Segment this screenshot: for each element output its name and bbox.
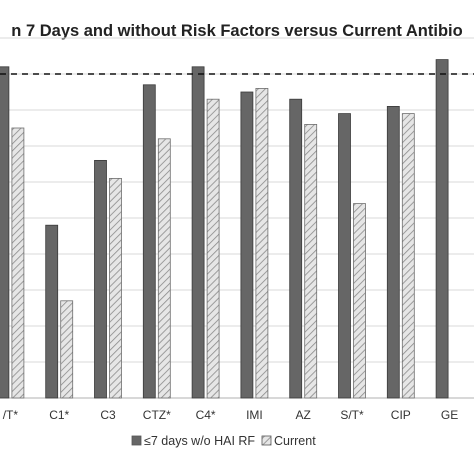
bar-series1-9 [435,59,449,399]
legend-label-2: Current [274,434,316,448]
legend-swatch-2 [261,435,272,446]
x-tick-label: GE [441,408,458,422]
x-tick-label: /T* [3,408,19,422]
bar-series2-0 [11,127,25,399]
bars [0,59,449,399]
x-tick-labels: /T* C1* C3 CTZ* C4* IMI AZ S/T* CIP GE [3,408,459,422]
chart-title: n 7 Days and without Risk Factors versus… [11,22,462,40]
bar-series2-8 [401,113,415,399]
bar-series1-7 [338,113,351,399]
bar-series2-3 [157,138,171,399]
bar-series2-6 [304,124,318,399]
bar-series2-7 [353,203,366,399]
bar-series2-2 [109,177,122,399]
legend-label-1: ≤7 days w/o HAI RF [144,434,255,448]
bar-series1-6 [289,98,303,399]
x-tick-label: IMI [246,408,263,422]
bar-series1-8 [386,106,400,399]
legend: ≤7 days w/o HAI RF Current [131,434,316,448]
legend-swatch-1 [131,435,142,446]
bar-series1-4 [191,66,205,399]
bar-series1-5 [240,91,254,399]
x-tick-label: CIP [391,408,411,422]
bar-series1-1 [45,224,59,399]
x-tick-label: C4* [196,408,216,422]
gridlines [0,37,474,399]
x-tick-label: C3 [100,408,116,422]
bar-series2-1 [60,300,74,399]
x-tick-label: AZ [296,408,311,422]
x-tick-label: S/T* [340,408,364,422]
bar-series1-3 [142,84,156,399]
bar-series1-2 [94,159,107,399]
bar-series2-5 [255,88,269,399]
x-tick-label: C1* [49,408,69,422]
bar-series1-0 [0,66,10,399]
x-tick-label: CTZ* [143,408,171,422]
bar-series2-4 [206,98,220,399]
